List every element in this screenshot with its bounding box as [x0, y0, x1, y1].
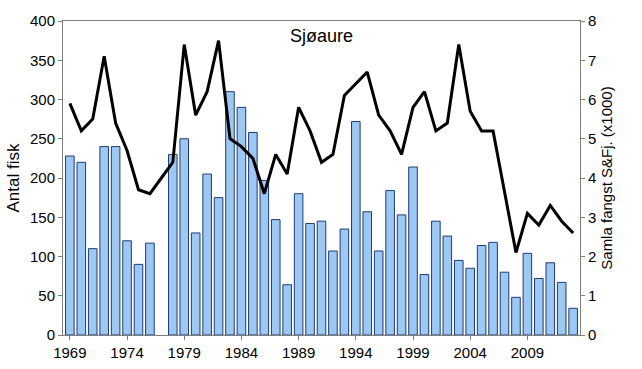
svg-text:1989: 1989 — [282, 344, 315, 361]
svg-text:2004: 2004 — [454, 344, 487, 361]
svg-text:50: 50 — [38, 287, 55, 304]
svg-text:8: 8 — [588, 12, 596, 29]
svg-text:1969: 1969 — [53, 344, 86, 361]
svg-text:100: 100 — [30, 248, 55, 265]
svg-text:1974: 1974 — [110, 344, 143, 361]
svg-text:4: 4 — [588, 169, 596, 186]
svg-text:2009: 2009 — [511, 344, 544, 361]
svg-text:1984: 1984 — [225, 344, 258, 361]
svg-text:1979: 1979 — [168, 344, 201, 361]
svg-text:150: 150 — [30, 209, 55, 226]
svg-text:2: 2 — [588, 248, 596, 265]
svg-text:350: 350 — [30, 52, 55, 69]
svg-text:7: 7 — [588, 52, 596, 69]
svg-text:200: 200 — [30, 169, 55, 186]
svg-text:5: 5 — [588, 130, 596, 147]
svg-text:Antal fisk: Antal fisk — [4, 143, 23, 212]
svg-text:3: 3 — [588, 209, 596, 226]
svg-text:1999: 1999 — [396, 344, 429, 361]
svg-text:6: 6 — [588, 91, 596, 108]
svg-text:1: 1 — [588, 287, 596, 304]
svg-text:300: 300 — [30, 91, 55, 108]
svg-text:250: 250 — [30, 130, 55, 147]
svg-text:Sjøaure: Sjøaure — [290, 26, 353, 46]
svg-text:400: 400 — [30, 12, 55, 29]
svg-text:1994: 1994 — [339, 344, 372, 361]
svg-text:0: 0 — [588, 326, 596, 343]
svg-text:Samla fangst S&Fj. (x1000): Samla fangst S&Fj. (x1000) — [598, 86, 615, 269]
svg-text:0: 0 — [47, 326, 55, 343]
